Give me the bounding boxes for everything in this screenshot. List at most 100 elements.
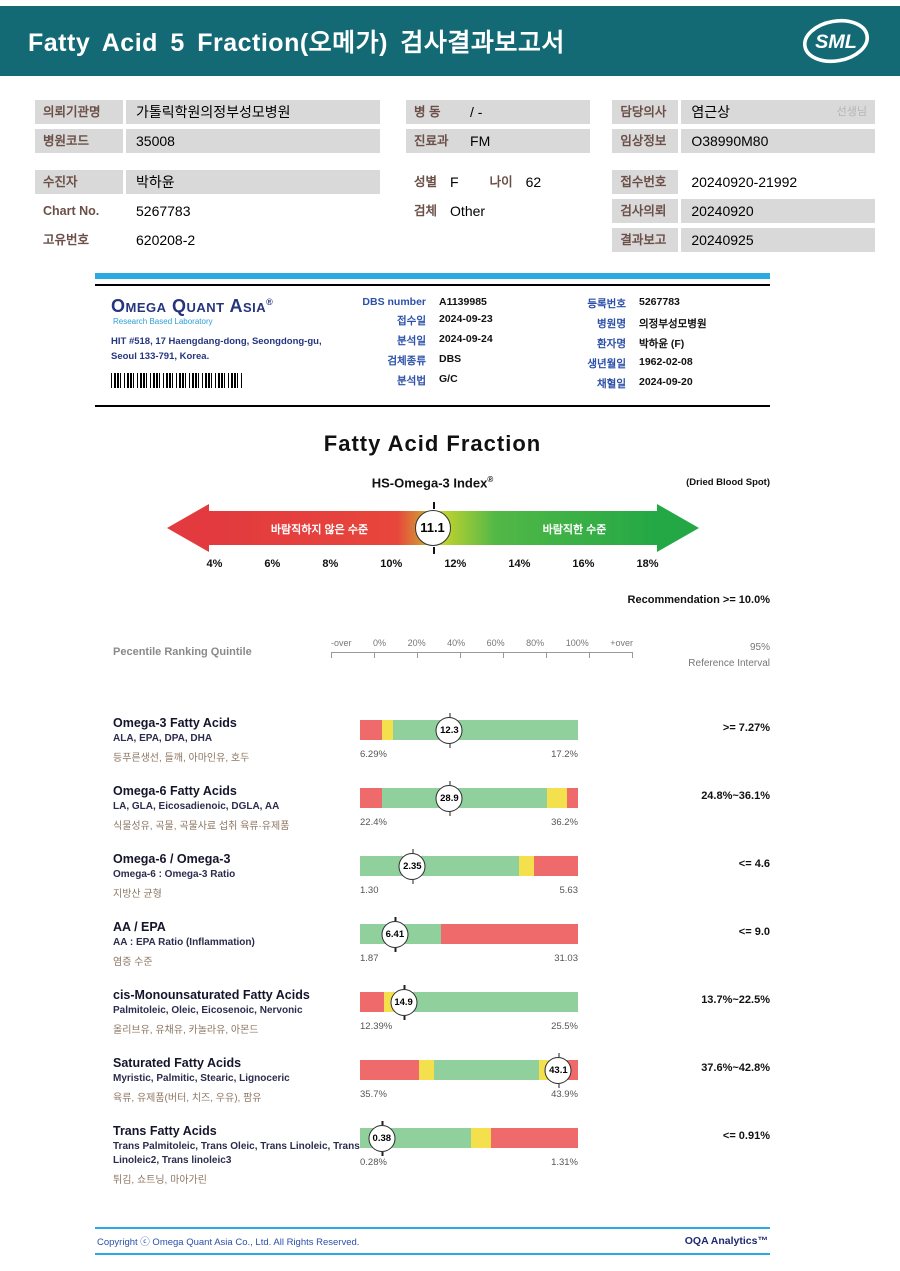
row-name: Omega-3 Fatty Acids [113, 716, 237, 731]
field-value: F [450, 174, 459, 190]
info-col-left: 의뢰기관명 가톨릭학원의정부성모병원 병원코드 35008 수진자 박하윤 Ch… [35, 100, 381, 257]
sample-type-note: (Dried Blood Spot) [686, 477, 770, 488]
row-info: AA / EPA AA : EPA Ratio (Inflammation) 염… [95, 920, 360, 973]
field-value: 염근상 선생님 [681, 100, 875, 124]
range-max: 17.2% [551, 749, 578, 761]
field-box: 병 동 / - [406, 100, 591, 124]
doctor-honorific: 선생님 [836, 106, 867, 118]
range-min: 1.87 [360, 953, 379, 965]
meta-label: 채혈일 [597, 378, 626, 390]
gauge-low-label: 바람직하지 않은 수준 [270, 524, 369, 537]
range-max: 31.03 [554, 953, 578, 965]
lab-meta-row: 채혈일 2024-09-20 [554, 376, 770, 391]
row-omega3: Omega-3 Fatty Acids ALA, EPA, DPA, DHA 등… [95, 713, 770, 769]
range-labels: 22.4% 36.2% [360, 817, 578, 828]
info-row-hospital-code: 병원코드 35008 [35, 129, 381, 153]
reference-value: <= 4.6 [738, 858, 770, 871]
result-marker: 28.9 [435, 781, 463, 817]
field-value: 35008 [126, 129, 381, 153]
meta-label: 환자명 [597, 338, 626, 350]
scale-tick: 60% [486, 638, 505, 649]
row-chart: 14.9 12.39% 25.5% [360, 985, 578, 1041]
row-chart: 2.35 1.30 5.63 [360, 849, 579, 905]
lab-identity: Omega Quant Asia® Research Based Laborat… [95, 296, 338, 396]
row-components: Omega-6 : Omega-3 Ratio [113, 869, 236, 881]
field-value: 박하윤 [126, 170, 381, 194]
scale-tick: 100% [565, 638, 589, 649]
meta-label: 생년월일 [587, 358, 626, 370]
info-row-report-date: 결과보고 20240925 [612, 228, 875, 252]
ranking-scale-labels: -over 0% 20% 40% 60% 80% 100% +over [331, 638, 633, 648]
field-label: 병 동 [414, 105, 441, 119]
gauge-tick: 8% [322, 558, 339, 571]
field-label: Chart No. [43, 204, 100, 218]
ranking-title: Pecentile Ranking Quintile [113, 646, 252, 659]
report-title: Fatty Acid 5 Fraction(오메가) 검사결과보고서 [28, 29, 565, 57]
range-min: 1.30 [360, 885, 379, 897]
patient-info-section: 의뢰기관명 가톨릭학원의정부성모병원 병원코드 35008 수진자 박하윤 Ch… [35, 100, 875, 257]
omega-quant-logo: Omega Quant Asia® [111, 296, 274, 316]
range-max: 25.5% [551, 1021, 578, 1033]
row-aa-epa-ratio: AA / EPA AA : EPA Ratio (Inflammation) 염… [95, 917, 770, 973]
row-food-sources: 염증 수준 [113, 957, 153, 969]
row-info: Omega-6 Fatty Acids LA, GLA, Eicosadieno… [95, 784, 360, 837]
reference-value: 13.7%~22.5% [701, 994, 770, 1007]
gauge-tick: 16% [572, 558, 595, 571]
result-marker: 43.1 [544, 1053, 572, 1089]
row-saturated: Saturated Fatty Acids Myristic, Palmitic… [95, 1053, 770, 1109]
gauge-tick: 6% [264, 558, 281, 571]
range-labels: 12.39% 25.5% [360, 1021, 578, 1032]
meta-label: 분석일 [397, 335, 426, 347]
row-omega6: Omega-6 Fatty Acids LA, GLA, Eicosadieno… [95, 781, 770, 837]
ranking-ruler [331, 652, 633, 659]
result-marker: 12.3 [435, 713, 463, 749]
range-max: 43.9% [551, 1089, 578, 1101]
result-marker: 2.35 [398, 849, 426, 885]
row-food-sources: 등푸른생선, 들깨, 아마인유, 호두 [113, 753, 250, 765]
lab-meta-row: 분석법 G/C [338, 373, 554, 388]
field-label: 성별 [414, 175, 438, 189]
ranking-scale: -over 0% 20% 40% 60% 80% 100% +over [331, 638, 633, 659]
info-row-specimen: 검체 Other [406, 199, 590, 223]
field-label: 검사의뢰 [612, 199, 679, 223]
lab-header: Omega Quant Asia® Research Based Laborat… [95, 284, 770, 407]
field-value: / - [470, 104, 483, 120]
reference-value: 37.6%~42.8% [701, 1062, 770, 1075]
footer-divider-bottom [95, 1253, 770, 1255]
row-components: LA, GLA, Eicosadienoic, DGLA, AA [113, 801, 280, 813]
info-row-department: 진료과 FM [406, 129, 591, 153]
row-components: Myristic, Palmitic, Stearic, Lignoceric [113, 1073, 290, 1085]
footer-divider-top [95, 1227, 770, 1229]
field-value: 620208-2 [136, 232, 196, 248]
field-value: FM [470, 133, 491, 149]
lab-meta-left: DBS number A1139985 접수일 2024-09-23 분석일 2024… [338, 296, 554, 396]
row-food-sources: 지방산 균형 [113, 889, 162, 901]
range-max: 1.31% [551, 1157, 578, 1169]
info-row-accession-no: 접수번호 20240920-21992 [612, 170, 875, 194]
info-row-clinical-info: 임상정보 O38990M80 [612, 129, 875, 153]
scale-tick: 0% [373, 638, 387, 649]
field-value: 20240925 [681, 228, 875, 252]
range-labels: 1.87 31.03 [360, 953, 578, 964]
row-name: cis-Monounsaturated Fatty Acids [113, 988, 310, 1003]
field-label: 담당의사 [612, 100, 679, 124]
lab-address: HIT #518, 17 Haengdang-dong, Seongdong-g… [111, 335, 338, 364]
sml-logo-icon: SML [802, 18, 870, 64]
row-food-sources: 육류, 유제품(버터, 치즈, 우유), 팜유 [113, 1093, 262, 1105]
meta-label: 분석법 [397, 375, 426, 387]
report-footer: Copyright ⓒ Omega Quant Asia Co., Ltd. A… [95, 1227, 770, 1255]
gauge-scale: 4% 6% 8% 10% 12% 14% 16% 18% [207, 558, 659, 570]
range-max: 5.63 [559, 885, 579, 897]
row-omega6-omega3-ratio: Omega-6 / Omega-3 Omega-6 : Omega-3 Rati… [95, 849, 770, 905]
meta-value: 5267783 [639, 296, 680, 308]
lab-meta-row: 병원명 의정부성모병원 [554, 316, 770, 331]
registered-mark: ® [266, 297, 274, 307]
gauge-tick: 4% [206, 558, 223, 571]
gauge-header: HS-Omega-3 Index® (Dried Blood Spot) [95, 475, 770, 490]
meta-label: 등록번호 [587, 298, 626, 310]
lab-meta-row: 분석일 2024-09-24 [338, 333, 554, 348]
row-components: Palmitoleic, Oleic, Eicosenoic, Nervonic [113, 1005, 303, 1017]
meta-value: 2024-09-20 [639, 376, 693, 388]
meta-value: 2024-09-23 [439, 313, 493, 325]
omega3-index-gauge: 바람직하지 않은 수준 바람직한 수준 11.1 [166, 502, 699, 555]
